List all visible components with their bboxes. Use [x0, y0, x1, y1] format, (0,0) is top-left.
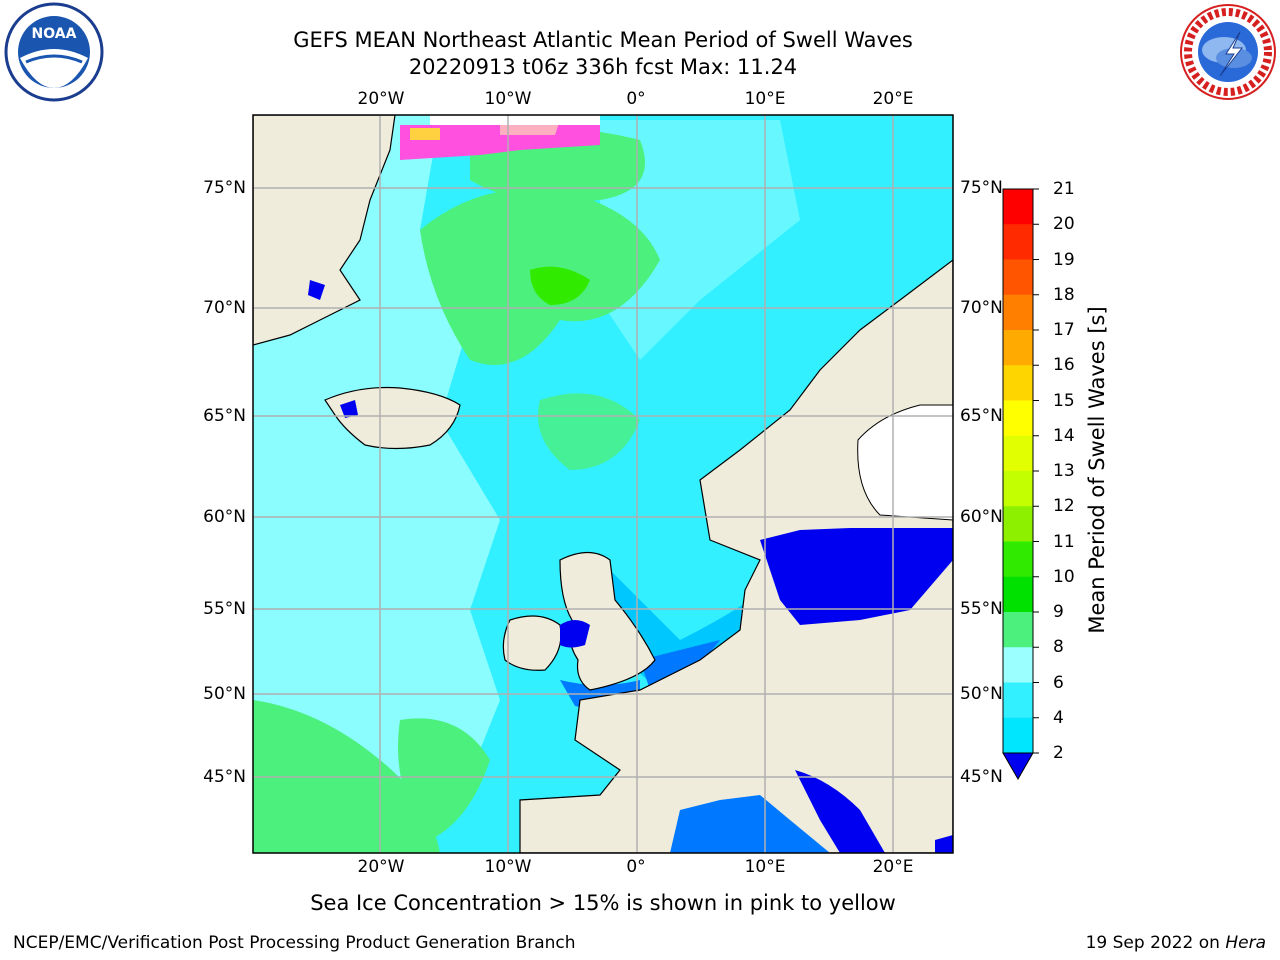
chart-subtitle: 20220913 t06z 336h fcst Max: 11.24 [408, 55, 798, 79]
colorbar-segment [1003, 330, 1033, 366]
colorbar-tick-label: 16 [1053, 355, 1075, 376]
lat-label-right: 75°N [960, 178, 1003, 198]
colorbar-tick-label: 21 [1053, 179, 1075, 199]
colorbar-tick-label: 6 [1053, 672, 1064, 693]
colorbar-segment [1003, 576, 1033, 613]
lat-label-right: 45°N [960, 767, 1003, 787]
colorbar-label: Mean Period of Swell Waves [s] [1085, 306, 1109, 634]
nws-logo [1180, 4, 1276, 100]
colorbar-segment [1003, 294, 1033, 331]
colorbar-tick-label: 2 [1053, 743, 1064, 763]
land-scandinavia [519, 259, 953, 853]
colorbar-tick-label: 11 [1053, 531, 1075, 552]
colorbar-tick-label: 10 [1053, 566, 1075, 587]
colorbar-segment [1003, 400, 1033, 437]
lat-label-left: 60°N [203, 507, 246, 527]
lon-label-bottom: 0° [626, 857, 646, 877]
lon-label-bottom: 20°E [872, 857, 914, 877]
colorbar-tick-label: 19 [1053, 249, 1075, 270]
colorbar-tick-label: 18 [1053, 284, 1075, 305]
sea-ice [410, 128, 440, 140]
swell-field-10-11 [530, 266, 590, 305]
colorbar-segment [1003, 541, 1033, 578]
colorbar-segment [1003, 189, 1033, 225]
colorbar-segment [1003, 647, 1033, 683]
chart-title: GEFS MEAN Northeast Atlantic Mean Period… [293, 28, 913, 52]
lat-label-left: 45°N [203, 767, 246, 787]
lon-label-bottom: 10°W [484, 857, 532, 877]
colorbar-segment [1003, 612, 1033, 648]
lat-label-right: 65°N [960, 406, 1003, 426]
irish-sea [560, 620, 590, 648]
colorbar-segment [1003, 224, 1033, 260]
colorbar [1002, 188, 1039, 781]
colorbar-under-arrow [1002, 752, 1034, 781]
colorbar-segment [1003, 682, 1033, 719]
lat-label-left: 55°N [203, 599, 246, 619]
run-host: Hera [1225, 933, 1266, 953]
swell-field-9-10 [398, 718, 490, 840]
fjord-patch [308, 280, 325, 300]
noaa-logo: NOAA [4, 2, 104, 102]
svg-text:NOAA: NOAA [32, 26, 77, 42]
swell-field-8-9 [600, 120, 800, 360]
lon-label-top: 20°E [872, 89, 914, 109]
colorbar-tick-label: 17 [1053, 320, 1075, 340]
lat-label-right: 55°N [960, 599, 1003, 619]
producer-credit: NCEP/EMC/Verification Post Processing Pr… [13, 933, 576, 953]
adriatic-sea [795, 770, 885, 853]
colorbar-tick-label: 15 [1053, 390, 1075, 411]
land-iceland [324, 386, 461, 450]
sea-patch [935, 835, 953, 853]
colorbar-segment [1003, 365, 1033, 401]
lon-label-top: 0° [626, 89, 646, 109]
lon-label-top: 10°E [744, 89, 786, 109]
lon-label-top: 10°W [484, 89, 532, 109]
lon-label-bottom: 20°W [357, 857, 405, 877]
colorbar-tick-label: 9 [1053, 602, 1064, 622]
gulf-of-bothnia [857, 404, 953, 521]
colorbar-tick-label: 20 [1053, 214, 1075, 235]
sea-ice-free [430, 115, 600, 125]
run-date-credit: 19 Sep 2022 on Hera [1086, 933, 1266, 953]
mediterranean-sea [670, 795, 830, 853]
swell-field-2-4 [640, 640, 720, 690]
lat-label-left: 65°N [203, 406, 246, 426]
lat-label-left: 75°N [203, 178, 246, 198]
swell-field-9-10 [538, 393, 640, 470]
run-date: 19 Sep 2022 on [1085, 933, 1226, 953]
lat-label-left: 50°N [203, 684, 246, 704]
colorbar-tick-label: 14 [1053, 425, 1075, 446]
map-border [252, 114, 954, 854]
sea-ice-footnote: Sea Ice Concentration > 15% is shown in … [310, 891, 896, 915]
colorbar-tick-label: 8 [1053, 637, 1064, 658]
colorbar-segment [1003, 259, 1033, 296]
lat-label-right: 70°N [960, 298, 1003, 318]
lon-label-bottom: 10°E [744, 857, 786, 877]
fjord-patch [340, 400, 358, 418]
lat-label-left: 70°N [203, 298, 246, 318]
colorbar-segment [1003, 435, 1033, 472]
lat-label-right: 50°N [960, 684, 1003, 704]
land-great-britain [559, 551, 656, 691]
map-graticule [253, 115, 953, 853]
lat-label-right: 60°N [960, 507, 1003, 527]
colorbar-tick-label: 13 [1053, 461, 1075, 481]
baltic-sea [760, 528, 953, 625]
lon-label-top: 20°W [357, 89, 405, 109]
colorbar-tick-label: 12 [1053, 496, 1075, 517]
land-greenland [253, 115, 396, 346]
colorbar-segment [1003, 471, 1033, 507]
colorbar-segment [1003, 717, 1033, 754]
colorbar-segment [1003, 506, 1033, 542]
colorbar-tick-label: 4 [1053, 707, 1064, 728]
land-ireland [502, 615, 562, 671]
